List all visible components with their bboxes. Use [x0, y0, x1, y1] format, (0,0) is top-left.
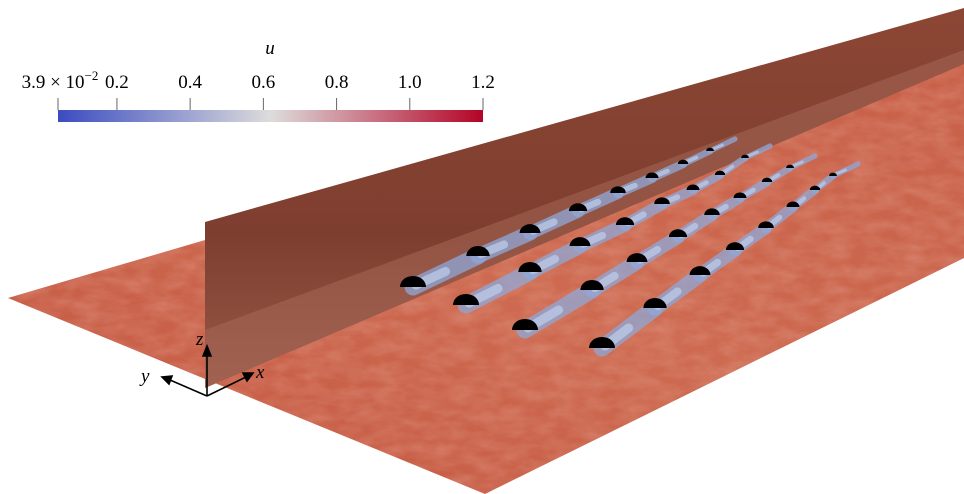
- hemisphere: [706, 147, 714, 151]
- wake-core: [711, 143, 724, 151]
- axes-triad: [160, 343, 255, 397]
- hemisphere: [453, 293, 479, 305]
- floor-texture: [8, 62, 964, 494]
- colorbar-tick-label: 0.6: [251, 72, 275, 93]
- hemisphere: [654, 197, 670, 204]
- colorbar-tick-label: 0.2: [105, 72, 129, 93]
- wake-core: [768, 173, 781, 182]
- hemisphere: [589, 336, 615, 348]
- hemispheres: [400, 147, 837, 348]
- colorbar-label: u: [265, 38, 275, 59]
- hemisphere: [786, 201, 800, 207]
- hemisphere: [758, 221, 774, 228]
- hemisphere: [786, 164, 794, 168]
- colorbar-tick-label: 1.2: [471, 72, 495, 93]
- hemisphere: [519, 224, 541, 233]
- hemisphere: [714, 170, 726, 175]
- hemisphere: [761, 177, 773, 182]
- hemisphere: [668, 229, 688, 237]
- hemisphere: [686, 184, 700, 190]
- colorbar-tick-label: 3.9 × 10−2: [22, 68, 99, 93]
- wake-core: [746, 150, 759, 158]
- hemisphere: [568, 203, 588, 211]
- tick-mantissa: 3.9 × 10: [22, 72, 85, 93]
- hemisphere: [809, 185, 821, 190]
- colorbar-tick-label: 1.0: [398, 72, 422, 93]
- axis-label-z: z: [195, 329, 204, 350]
- wake-core: [791, 160, 804, 168]
- scene: [8, 8, 964, 494]
- hemisphere: [518, 262, 542, 272]
- colorbar: [58, 110, 483, 122]
- hemisphere: [610, 186, 626, 193]
- axis-label-y: y: [139, 366, 150, 387]
- wall-base: [205, 50, 964, 388]
- hemisphere: [645, 172, 659, 178]
- hemisphere: [626, 253, 648, 262]
- tick-exponent: −2: [85, 68, 99, 83]
- hemisphere: [580, 280, 604, 290]
- hemisphere: [741, 154, 749, 158]
- hemisphere: [677, 159, 689, 164]
- wake-core: [816, 181, 826, 190]
- colorbar-ticks: 3.9 × 10−2 0.2 0.4 0.6 0.8 1.0 1.2: [22, 68, 495, 110]
- wake-core: [834, 168, 847, 176]
- hemisphere: [512, 318, 538, 330]
- hemisphere: [725, 242, 745, 250]
- hemisphere: [400, 275, 426, 287]
- hemisphere: [733, 192, 747, 198]
- hemisphere: [466, 246, 490, 256]
- hemisphere: [643, 298, 667, 308]
- hemisphere: [569, 237, 591, 246]
- wake-core: [684, 155, 699, 164]
- hemisphere: [829, 172, 837, 176]
- colorbar-tick-label: 0.4: [178, 72, 202, 93]
- colorbar-tick-label: 0.8: [325, 72, 349, 93]
- hemisphere: [615, 217, 635, 225]
- hemisphere: [704, 208, 720, 215]
- hemisphere: [689, 266, 711, 275]
- wake-core: [721, 164, 735, 175]
- axis-label-x: x: [255, 362, 265, 383]
